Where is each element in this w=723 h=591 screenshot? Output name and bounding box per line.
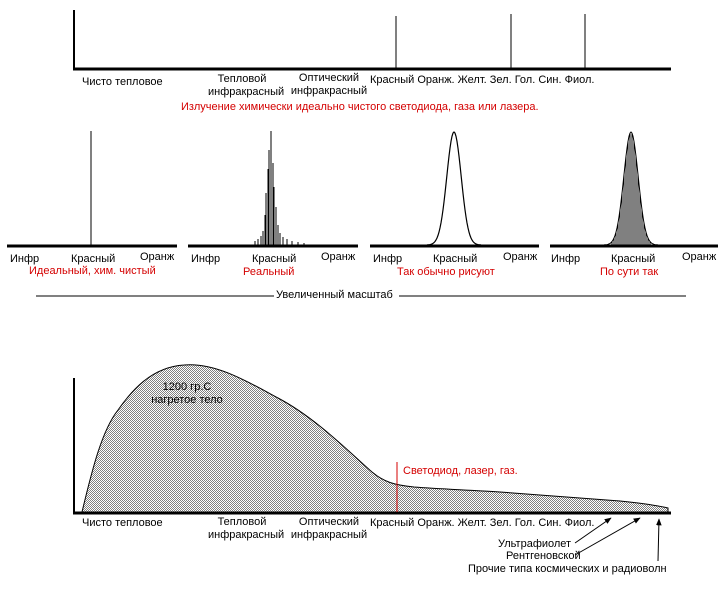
- panel-2-xlabel-red: Красный: [252, 253, 297, 265]
- callout-ultraviolet: Ультрафиолет: [498, 538, 572, 550]
- bottom-label-thermal-ir: Тепловой инфракрасный: [208, 516, 285, 541]
- panel-2-xlabel-infr: Инфр: [191, 253, 221, 265]
- thermal-curve-area: [81, 364, 669, 513]
- panel-4-xlabel-infr: Инфр: [551, 253, 581, 265]
- panel-2-line-cluster: [254, 131, 305, 245]
- top-label-thermal: Чисто тепловое: [82, 76, 163, 88]
- panel-1-xlabel-infr: Инфр: [10, 253, 40, 265]
- top-caption: Излучение химически идеально чистого све…: [181, 101, 539, 113]
- panel-3-xlabel-orange: Оранж: [503, 251, 538, 263]
- panel-1-graphics: [7, 131, 177, 248]
- panel-4-xlabel-red: Красный: [611, 253, 656, 265]
- top-label-optical-ir: Оптический инфракрасный: [290, 72, 368, 97]
- panel-4-envelope-curve: [603, 131, 659, 246]
- panel-4-line-cluster: [611, 133, 651, 245]
- emission-marker-label: Светодиод, лазер, газ.: [403, 465, 518, 477]
- bottom-label-thermal: Чисто тепловое: [82, 517, 163, 529]
- panel-3-xlabel-red: Красный: [433, 253, 478, 265]
- bottom-axes: [73, 378, 671, 515]
- bottom-label-optical-ir: Оптический инфракрасный: [290, 516, 368, 541]
- panel-2-graphics: [188, 131, 358, 248]
- top-label-colors: Красный Оранж. Желт. Зел. Гол. Син. Фиол…: [370, 74, 595, 86]
- callout-xray: Рентгеновской: [506, 550, 581, 562]
- panel-1-caption: Идеальный, хим. чистый: [29, 265, 156, 277]
- panel-4-xlabel-orange: Оранж: [682, 251, 717, 263]
- top-axes: [73, 10, 671, 71]
- panel-2-caption: Реальный: [243, 266, 295, 278]
- top-label-thermal-ir: Тепловой инфракрасный: [208, 73, 285, 98]
- callout-arrows: [574, 517, 662, 562]
- panel-3-gaussian-curve: [426, 131, 482, 246]
- panel-4-graphics: [550, 131, 718, 248]
- curve-label: 1200 гр.С нагретое тело: [151, 381, 223, 406]
- bottom-label-colors: Красный Оранж. Желт. Зел. Гол. Син. Фиол…: [370, 517, 595, 529]
- panel-1-xlabel-orange: Оранж: [140, 251, 175, 263]
- panel-3-xlabel-infr: Инфр: [373, 253, 403, 265]
- panel-4-caption: По сути так: [600, 266, 659, 278]
- callout-other: Прочие типа космических и радиоволн: [468, 563, 667, 575]
- panel-1-xlabel-red: Красный: [71, 253, 116, 265]
- panel-3-graphics: [370, 131, 539, 248]
- zoom-caption: Увеличенный масштаб: [276, 289, 393, 301]
- panel-2-xlabel-orange: Оранж: [321, 251, 356, 263]
- panel-3-caption: Так обычно рисуют: [397, 266, 495, 278]
